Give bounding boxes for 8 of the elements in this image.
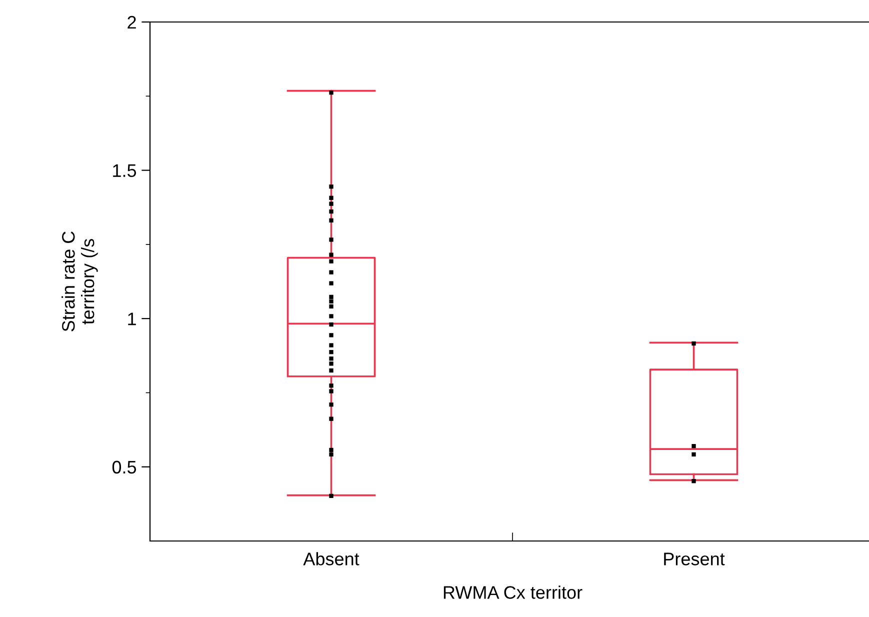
- y-tick-label: 1: [128, 312, 136, 326]
- y-tick-label: 2: [128, 16, 136, 29]
- y-tick-label: 0.5: [112, 460, 136, 474]
- x-tick-label: Present: [664, 552, 725, 566]
- y-axis-title: Strain rate C territory (/s: [62, 232, 98, 332]
- x-axis-title: RWMA Cx territor: [444, 586, 582, 599]
- x-tick-label: Absent: [303, 552, 360, 566]
- y-tick-label: 1.5: [113, 164, 136, 178]
